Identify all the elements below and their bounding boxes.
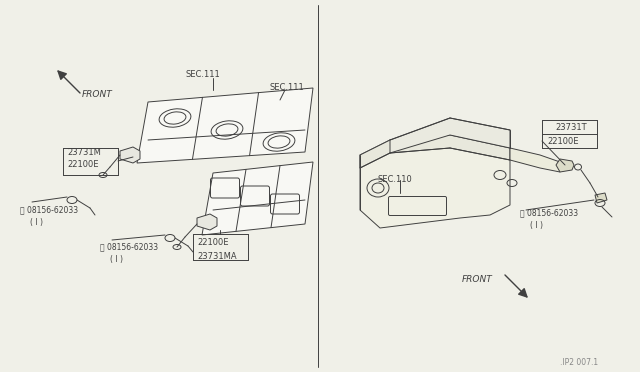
Text: SEC.111: SEC.111 (270, 83, 305, 92)
Text: .IP2 007.1: .IP2 007.1 (560, 358, 598, 367)
Text: Ⓑ 08156-62033: Ⓑ 08156-62033 (520, 208, 578, 217)
Text: SEC.111: SEC.111 (186, 70, 221, 79)
Text: SEC.110: SEC.110 (378, 175, 413, 184)
Polygon shape (202, 162, 313, 235)
Text: 22100E: 22100E (67, 160, 99, 169)
Text: ( I ): ( I ) (530, 221, 543, 230)
Polygon shape (556, 159, 574, 172)
Polygon shape (595, 193, 607, 203)
Text: ( I ): ( I ) (30, 218, 43, 227)
Polygon shape (137, 88, 313, 163)
Text: 22100E: 22100E (197, 238, 228, 247)
Text: 23731MA: 23731MA (197, 252, 237, 261)
Polygon shape (510, 148, 560, 172)
Text: ( I ): ( I ) (110, 255, 123, 264)
Polygon shape (360, 135, 510, 168)
Text: 23731M: 23731M (67, 148, 101, 157)
Polygon shape (197, 214, 217, 230)
Text: Ⓑ 08156-62033: Ⓑ 08156-62033 (100, 242, 158, 251)
Text: 22100E: 22100E (547, 137, 579, 146)
Text: FRONT: FRONT (82, 90, 113, 99)
Text: FRONT: FRONT (462, 275, 493, 284)
Polygon shape (390, 118, 510, 153)
Text: 23731T: 23731T (555, 123, 587, 132)
Polygon shape (120, 147, 140, 163)
Polygon shape (360, 135, 510, 228)
Text: Ⓑ 08156-62033: Ⓑ 08156-62033 (20, 205, 78, 214)
